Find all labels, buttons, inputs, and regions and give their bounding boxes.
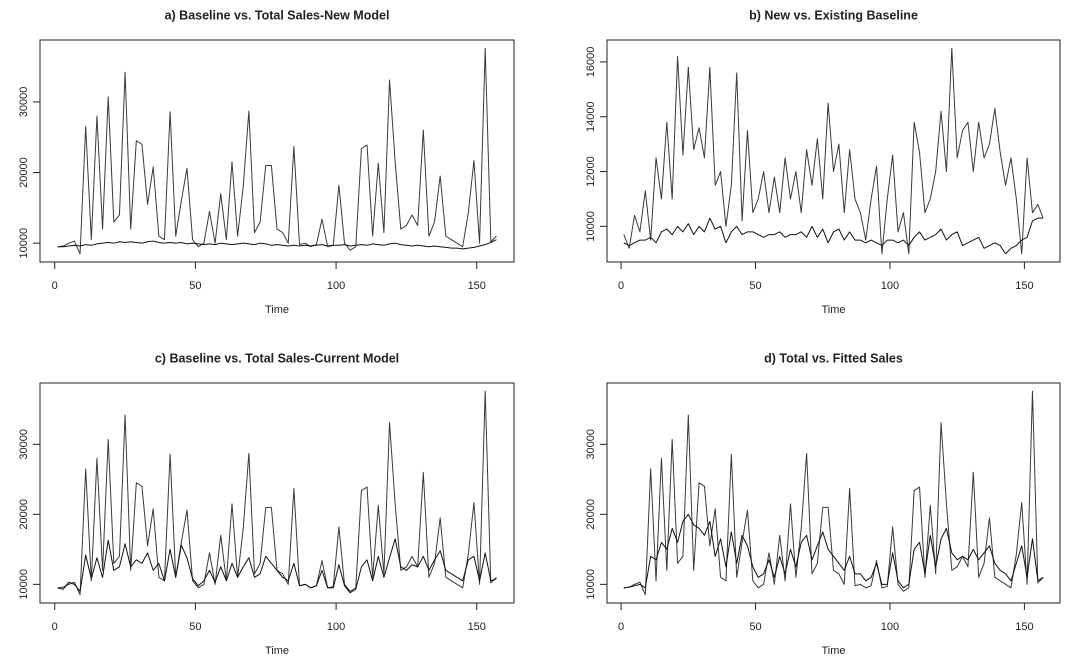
y-tick-label: 16000 [585,47,597,78]
series-line [57,47,497,255]
panel: a) Baseline vs. Total Sales-New Model 0 50… [18,8,515,316]
x-tick-label: 50 [749,621,761,633]
x-tick-label: 0 [618,621,624,633]
x-tick-label: 150 [1015,621,1033,633]
x-tick-label: 150 [1015,280,1033,292]
x-tick-label: 100 [327,621,345,633]
x-tick-label: 100 [881,280,899,292]
panel-title: d) Total vs. Fitted Sales [764,351,903,365]
x-tick-label: 0 [52,280,58,292]
series-line [623,513,1044,589]
x-tick-label: 50 [189,280,201,292]
x-tick-label: 100 [881,621,899,633]
series-line [57,390,497,596]
y-tick-label: 30000 [18,87,30,118]
series-line [57,538,497,594]
x-tick-label: 150 [468,621,486,633]
series-line [57,239,497,250]
y-tick-label: 10000 [585,211,597,242]
x-tick-label: 50 [189,621,201,633]
y-tick-label: 10000 [585,569,597,600]
series-line [623,390,1044,596]
x-tick-label: 150 [468,280,486,292]
x-axis-label: Time [265,304,289,316]
y-tick-label: 12000 [585,156,597,187]
y-tick-label: 10000 [18,228,30,259]
y-tick-label: 20000 [585,499,597,530]
panel: c) Baseline vs. Total Sales-Current Mode… [18,351,515,657]
y-tick-label: 30000 [18,429,30,460]
panel-title: b) New vs. Existing Baseline [749,8,918,22]
series-line [623,47,1044,255]
y-tick-label: 14000 [585,101,597,132]
panel-title: c) Baseline vs. Total Sales-Current Mode… [155,351,399,365]
y-tick-label: 30000 [585,429,597,460]
x-axis-label: Time [821,645,845,657]
x-tick-label: 50 [749,280,761,292]
y-tick-label: 20000 [18,499,30,530]
panel: b) New vs. Existing Baseline 0 50 100 150 100… [585,8,1061,316]
y-tick-label: 20000 [18,157,30,188]
x-tick-label: 100 [327,280,345,292]
plot-frame [606,39,1061,263]
x-axis-label: Time [821,304,845,316]
x-tick-label: 0 [52,621,58,633]
x-tick-label: 0 [618,280,624,292]
series-line [623,217,1044,255]
x-axis-label: Time [265,645,289,657]
panel: d) Total vs. Fitted Sales 0 50 100 150 10000 2… [585,351,1061,657]
y-tick-label: 10000 [18,569,30,600]
panel-title: a) Baseline vs. Total Sales-New Model [165,8,390,22]
